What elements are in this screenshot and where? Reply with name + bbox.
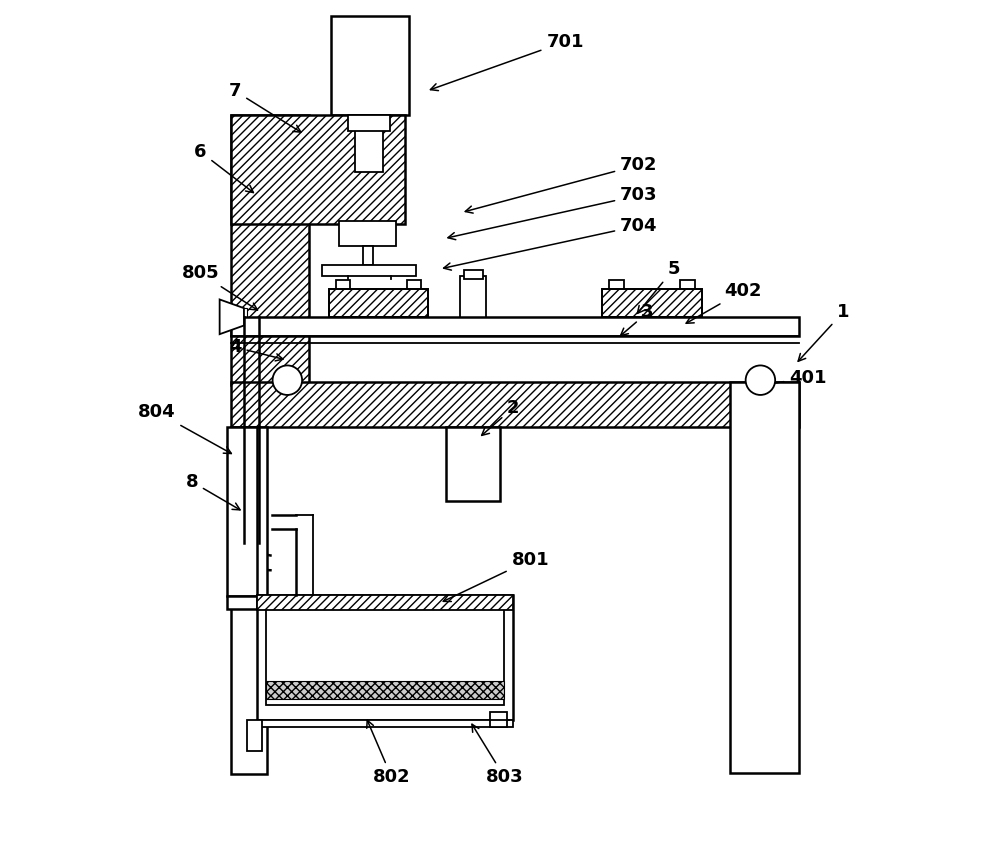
Bar xyxy=(460,276,486,318)
Circle shape xyxy=(273,365,302,395)
Bar xyxy=(329,289,428,317)
Text: 703: 703 xyxy=(448,187,658,240)
Text: 801: 801 xyxy=(443,551,549,602)
Bar xyxy=(490,712,507,727)
Bar xyxy=(231,427,267,774)
Text: 7: 7 xyxy=(229,82,301,132)
Bar xyxy=(329,289,428,317)
Bar xyxy=(355,115,383,172)
Bar xyxy=(231,317,799,336)
Circle shape xyxy=(746,365,775,395)
Bar xyxy=(257,595,513,610)
Bar xyxy=(257,720,513,727)
Text: 803: 803 xyxy=(472,724,523,786)
Bar xyxy=(266,681,504,699)
Bar xyxy=(227,596,300,609)
Bar xyxy=(336,280,350,291)
Text: 6: 6 xyxy=(194,143,253,193)
Text: 3: 3 xyxy=(621,304,654,336)
Text: 804: 804 xyxy=(138,404,231,453)
Text: 1: 1 xyxy=(798,304,849,361)
Text: 805: 805 xyxy=(182,265,258,310)
Text: 702: 702 xyxy=(465,156,658,214)
Text: 4: 4 xyxy=(229,339,283,361)
Bar xyxy=(227,427,257,596)
Bar xyxy=(231,382,799,427)
Text: 5: 5 xyxy=(637,260,680,313)
Bar xyxy=(231,115,405,224)
Bar xyxy=(680,280,695,291)
Bar xyxy=(602,289,702,317)
Bar xyxy=(266,608,504,705)
Bar xyxy=(257,595,513,720)
Text: 8: 8 xyxy=(186,473,240,510)
Text: 2: 2 xyxy=(482,399,519,436)
Text: 402: 402 xyxy=(686,282,762,323)
Bar xyxy=(339,221,396,246)
Bar xyxy=(730,382,799,773)
Text: 704: 704 xyxy=(444,217,658,270)
Bar xyxy=(247,720,262,751)
Text: 401: 401 xyxy=(760,369,827,388)
Bar xyxy=(609,280,624,291)
Bar xyxy=(602,289,702,317)
Bar xyxy=(407,280,421,291)
Text: 802: 802 xyxy=(367,720,410,786)
Text: 701: 701 xyxy=(430,33,584,90)
Polygon shape xyxy=(220,299,244,334)
Bar xyxy=(363,246,373,265)
Bar xyxy=(348,115,390,131)
Bar xyxy=(446,427,500,501)
Bar xyxy=(464,270,483,279)
Bar xyxy=(240,308,247,326)
Bar xyxy=(322,265,416,276)
Bar xyxy=(331,16,409,115)
Bar xyxy=(231,115,309,385)
